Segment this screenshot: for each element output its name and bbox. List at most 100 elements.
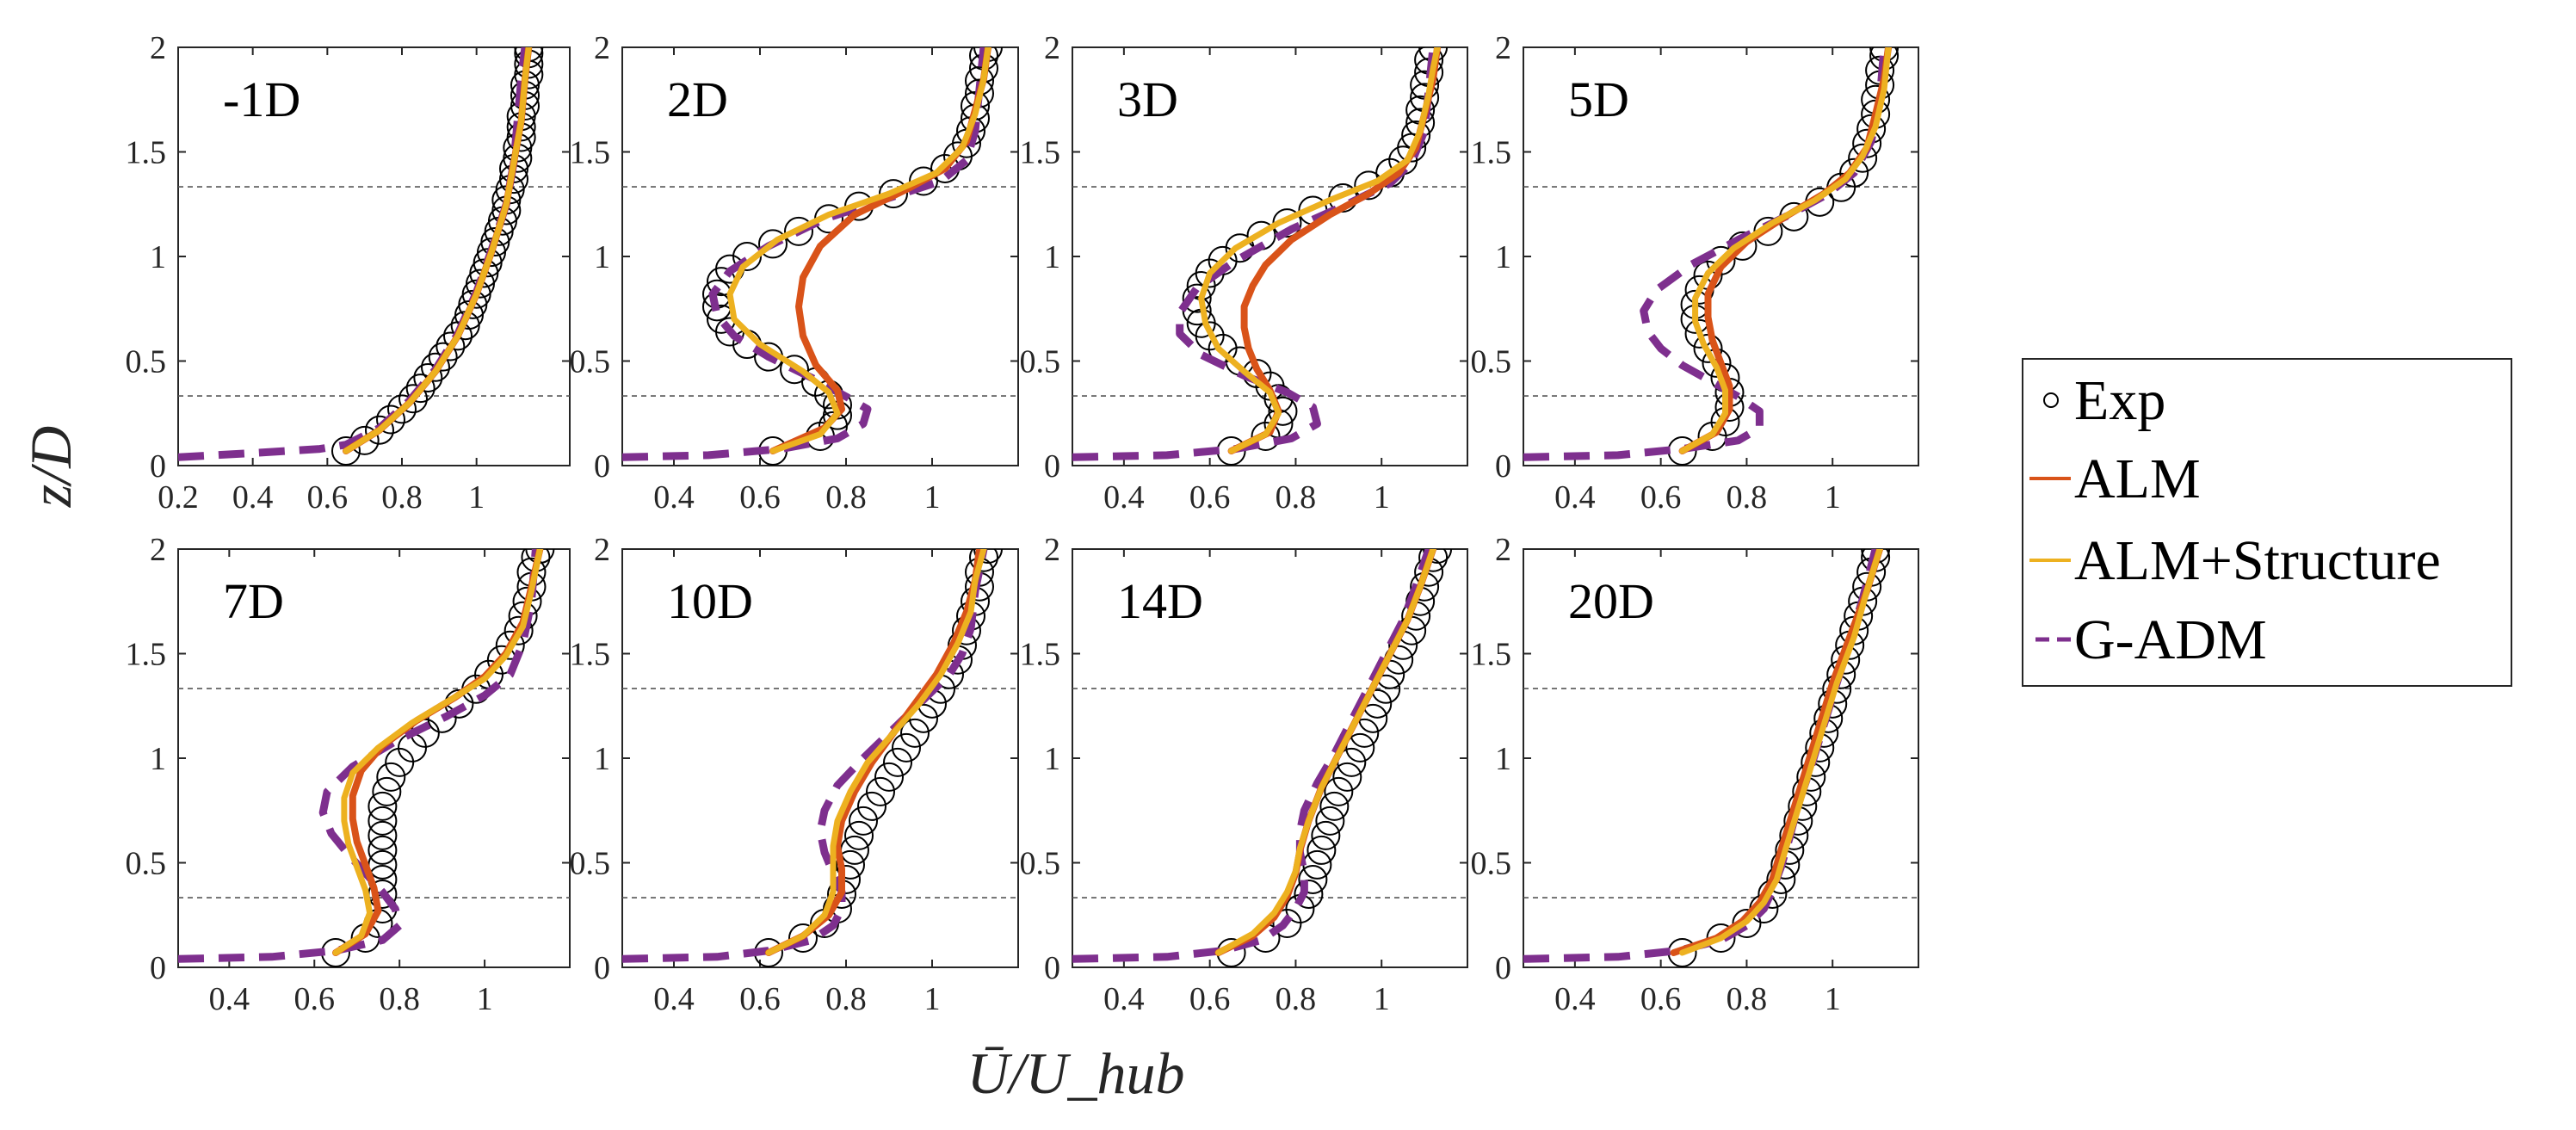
exp-marker [857, 791, 886, 821]
legend-item-alm: ALM [2029, 448, 2201, 510]
x-tick-label: 0.8 [1727, 981, 1768, 1017]
panel-20D: 0 0.5 1 1.5 2 0.4 0.6 0.8 1 20D [1471, 532, 1919, 1017]
y-tick-label: 2 [1044, 532, 1060, 568]
exp-marker [866, 776, 895, 806]
exp-marker [331, 435, 361, 466]
x-tick-label: 0.6 [739, 479, 781, 516]
alm-structure-line [1215, 549, 1436, 956]
y-axis-title: z/D [18, 426, 83, 508]
alm-structure-line [765, 549, 987, 956]
x-tick-label: 0.6 [1640, 981, 1682, 1017]
panel-data [1072, 47, 1449, 466]
y-tick-label: 0 [594, 950, 610, 986]
exp-marker [1294, 879, 1324, 909]
panel-label: 2D [667, 71, 728, 127]
x-tick-label: 0.8 [825, 479, 867, 516]
y-tick-label: 2 [150, 532, 166, 568]
exp-marker [387, 394, 417, 424]
y-tick-label: 1 [150, 741, 166, 777]
panel-10D: 0 0.5 1 1.5 2 0.4 0.6 0.8 1 10D [570, 532, 1019, 1017]
exp-marker [1423, 549, 1453, 564]
alm-structure-line [1679, 47, 1892, 454]
y-tick-label: 1.5 [126, 637, 167, 673]
x-tick-label: 0.4 [1554, 479, 1596, 516]
y-tick-label: 0 [594, 448, 610, 485]
panel-data [178, 549, 555, 967]
exp-marker [368, 820, 398, 850]
exp-marker [368, 791, 398, 821]
panel-3D: 0 0.5 1 1.5 2 0.4 0.6 0.8 1 3D [1020, 30, 1468, 516]
y-tick-label: 0.5 [1471, 344, 1512, 380]
exp-marker [413, 362, 443, 392]
legend-label: Exp [2074, 369, 2165, 432]
alm-structure-line [1198, 47, 1441, 454]
x-tick-label: 1 [468, 479, 485, 516]
y-tick-label: 2 [1044, 30, 1060, 66]
y-tick-label: 1 [1495, 239, 1511, 275]
panels: 0 0.5 1 1.5 2 0.2 0.4 0.6 0.8 1 -1D 0 0.5 1 1.5 2 0.4 0.6… [126, 30, 1919, 1017]
g-adm-line [622, 549, 988, 963]
x-tick-label: 0.6 [1640, 479, 1682, 516]
y-tick-label: 1.5 [1471, 135, 1512, 171]
y-tick-label: 1 [150, 239, 166, 275]
exp-marker [372, 776, 402, 806]
y-tick-label: 0 [1044, 448, 1060, 485]
panel-5D: 0 0.5 1 1.5 2 0.4 0.6 0.8 1 5D [1471, 30, 1919, 516]
exp-marker [1839, 157, 1869, 188]
exp-marker [1268, 396, 1298, 426]
legend-item-exp: Exp [2043, 369, 2165, 432]
y-tick-label: 0 [150, 448, 166, 485]
y-tick-label: 1.5 [1471, 637, 1512, 673]
legend-item-alm-structure: ALM+Structure [2029, 529, 2441, 592]
x-tick-label: 0.8 [379, 981, 420, 1017]
y-tick-label: 0 [150, 950, 166, 986]
x-tick-label: 1 [1825, 981, 1841, 1017]
y-tick-label: 1 [594, 239, 610, 275]
legend: Exp ALM ALM+Structure G-ADM [2022, 358, 2512, 687]
panel-label: 3D [1117, 71, 1178, 127]
panel-14D: 0 0.5 1 1.5 2 0.4 0.6 0.8 1 14D [1020, 532, 1468, 1017]
exp-marker [1272, 908, 1302, 938]
panel-data [1072, 549, 1453, 967]
y-tick-label: 0.5 [570, 846, 611, 882]
y-tick-label: 1 [1495, 741, 1511, 777]
panel-data [1523, 549, 1891, 967]
y-tick-label: 2 [594, 532, 610, 568]
exp-marker [1345, 732, 1375, 763]
x-tick-label: 0.6 [294, 981, 336, 1017]
x-tick-label: 0.8 [825, 981, 867, 1017]
exp-marker [368, 835, 398, 865]
x-tick-label: 0.4 [653, 479, 695, 516]
exp-marker [900, 718, 930, 748]
exp-marker [883, 747, 912, 777]
exp-marker [1311, 820, 1341, 850]
exp-marker [503, 615, 534, 645]
panel-label: -1D [223, 71, 300, 127]
x-tick-label: 0.4 [1103, 981, 1145, 1017]
x-tick-label: 0.4 [1103, 479, 1145, 516]
y-tick-label: 1.5 [1020, 135, 1061, 171]
exp-marker [844, 820, 874, 850]
exp-marker [973, 549, 1003, 564]
alm-structure-line [343, 47, 532, 454]
exp-marker [405, 374, 436, 404]
exp-marker [398, 384, 428, 414]
x-tick-label: 0.6 [1189, 981, 1231, 1017]
x-axis-title: Ū/U_hub [967, 1040, 1184, 1106]
y-tick-label: 0.5 [570, 344, 611, 380]
y-axis-title-text: z/D [18, 426, 83, 508]
x-tick-label: 0.6 [1189, 479, 1231, 516]
y-tick-label: 1.5 [570, 135, 611, 171]
x-tick-label: 1 [924, 479, 941, 516]
y-tick-label: 0.5 [126, 344, 167, 380]
x-tick-label: 0.4 [653, 981, 695, 1017]
y-tick-label: 0.5 [1020, 344, 1061, 380]
exp-marker [758, 229, 788, 259]
y-tick-label: 1.5 [570, 637, 611, 673]
x-tick-label: 1 [1374, 479, 1390, 516]
x-tick-label: 0.6 [739, 981, 781, 1017]
exp-marker [1315, 806, 1345, 836]
panel-label: 7D [223, 573, 284, 629]
exp-marker [849, 806, 878, 836]
y-tick-label: 1 [1044, 239, 1060, 275]
